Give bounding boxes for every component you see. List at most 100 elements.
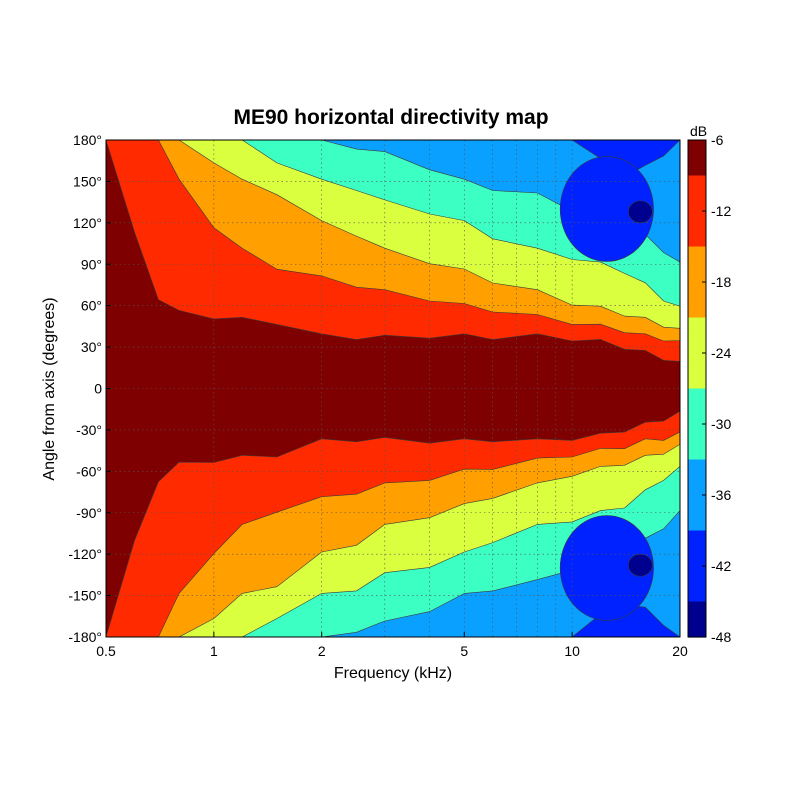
colorbar-tick-label: -24 [711, 345, 731, 361]
colorbar-swatch [688, 187, 706, 194]
colorbar-swatch [688, 583, 706, 591]
colorbar-swatch [688, 560, 706, 567]
colorbar-swatch [688, 418, 706, 425]
colorbar-swatch [688, 465, 706, 472]
colorbar-swatch [688, 246, 706, 254]
colorbar-swatch [688, 613, 706, 620]
colorbar-swatch [688, 364, 706, 372]
colorbar-swatch [688, 169, 706, 177]
colorbar-unit: dB [690, 123, 707, 139]
y-tick-label: -180° [68, 629, 102, 645]
contour-band-lower-m33db [106, 510, 680, 637]
colorbar-swatch [688, 631, 706, 638]
colorbar-swatch [688, 506, 706, 514]
colorbar-swatch [688, 222, 706, 230]
colorbar-swatch [688, 264, 706, 271]
colorbar-swatch [688, 619, 706, 626]
chart-title: ME90 horizontal directivity map [233, 106, 548, 129]
colorbar-swatch [688, 276, 706, 283]
colorbar-swatch [688, 270, 706, 277]
colorbar-swatch [688, 353, 706, 360]
colorbar-swatch [688, 483, 706, 490]
colorbar-swatch [688, 305, 706, 313]
y-tick-label: 150° [73, 173, 102, 189]
colorbar-swatch [688, 607, 706, 614]
colorbar-swatch [688, 228, 706, 236]
y-tick-label: 0 [94, 381, 102, 397]
x-tick-label: 20 [672, 643, 688, 659]
colorbar-swatch [688, 554, 706, 561]
colorbar-swatch [688, 388, 706, 396]
colorbar-swatch [688, 376, 706, 384]
colorbar-swatch [688, 317, 706, 325]
colorbar-swatch [688, 347, 706, 354]
colorbar-swatch [688, 424, 706, 431]
colorbar-swatch [688, 536, 706, 543]
colorbar-tick-label: -6 [711, 132, 724, 148]
colorbar-swatch [688, 577, 706, 585]
colorbar-swatch [688, 358, 706, 366]
y-tick-label: -150° [68, 588, 102, 604]
colorbar-swatch [688, 412, 706, 419]
y-tick-label: -120° [68, 546, 102, 562]
colorbar-swatch [688, 524, 706, 532]
y-tick-label: 30° [81, 339, 102, 355]
y-tick-label: -60° [76, 463, 102, 479]
colorbar-swatch [688, 441, 706, 449]
colorbar-swatch [688, 429, 706, 437]
colorbar-swatch [688, 252, 706, 259]
colorbar-swatch [688, 477, 706, 484]
colorbar-swatch [688, 216, 706, 224]
colorbar-swatch [688, 163, 706, 171]
x-tick-label: 10 [564, 643, 580, 659]
colorbar-swatch [688, 282, 706, 289]
colorbar-swatch [688, 299, 706, 307]
colorbar-tick-label: -48 [711, 629, 731, 645]
colorbar-swatch [688, 193, 706, 200]
y-tick-label: 120° [73, 215, 102, 231]
colorbar-swatch [688, 311, 706, 319]
colorbar-tick-label: -12 [711, 203, 731, 219]
colorbar-swatch [688, 447, 706, 455]
grid [106, 140, 680, 637]
colorbar-swatch [688, 471, 706, 478]
colorbar-swatch [688, 370, 706, 378]
colorbar-swatch [688, 240, 706, 248]
colorbar-swatch [688, 571, 706, 579]
colorbar-swatch [688, 287, 706, 295]
colorbar-swatch [688, 495, 706, 502]
colorbar-swatch [688, 205, 706, 212]
colorbar-swatch [688, 157, 706, 165]
colorbar-swatch [688, 394, 706, 401]
contour-band-upper-m33db [106, 140, 680, 263]
colorbar-swatch [688, 589, 706, 597]
y-tick-label: 180° [73, 132, 102, 148]
x-axis-label: Frequency (kHz) [334, 665, 452, 682]
colorbar-swatch [688, 211, 706, 218]
colorbar: -6 -12 -18 -24 -30 -36 -42 -48 dB [687, 123, 731, 645]
x-tick-label: 1 [210, 643, 218, 659]
colorbar-swatch [688, 382, 706, 390]
y-axis-label: Angle from axis (degrees) [41, 297, 58, 480]
colorbar-tick-label: -36 [711, 487, 731, 503]
colorbar-swatch [688, 293, 706, 301]
colorbar-swatch [688, 530, 706, 538]
colorbar-swatch [688, 625, 706, 632]
colorbar-swatch [688, 512, 706, 520]
y-tick-label: 90° [81, 256, 102, 272]
x-tick-label: 5 [460, 643, 468, 659]
colorbar-swatch [688, 140, 706, 147]
x-tick-label: 2 [318, 643, 326, 659]
colorbar-swatch [688, 601, 706, 609]
colorbar-swatch [688, 542, 706, 549]
colorbar-swatch [688, 566, 706, 573]
colorbar-swatch [688, 459, 706, 467]
colorbar-tick-label: -30 [711, 416, 731, 432]
y-tick-label: 60° [81, 298, 102, 314]
x-tick-label: 0.5 [96, 643, 116, 659]
null-island-4 [628, 553, 653, 577]
x-axis: 0.5 1 2 5 10 20 [96, 632, 688, 659]
colorbar-swatch [688, 145, 706, 153]
colorbar-swatch [688, 234, 706, 242]
